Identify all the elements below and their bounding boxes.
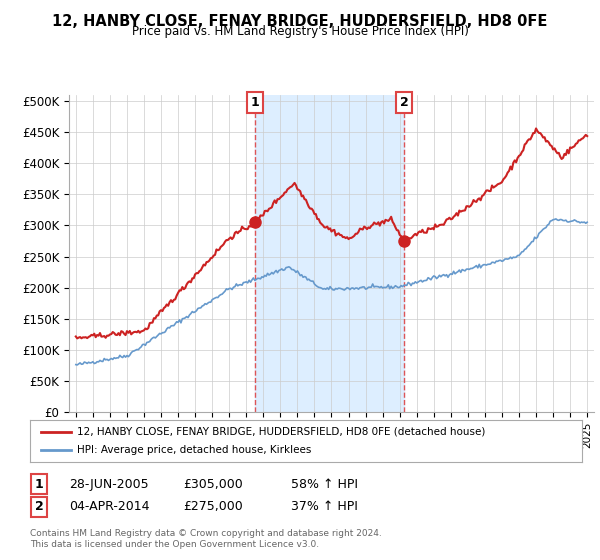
Text: 12, HANBY CLOSE, FENAY BRIDGE, HUDDERSFIELD, HD8 0FE (detached house): 12, HANBY CLOSE, FENAY BRIDGE, HUDDERSFI… bbox=[77, 427, 485, 437]
Text: Contains HM Land Registry data © Crown copyright and database right 2024.
This d: Contains HM Land Registry data © Crown c… bbox=[30, 529, 382, 549]
Text: £305,000: £305,000 bbox=[183, 478, 243, 491]
Text: 37% ↑ HPI: 37% ↑ HPI bbox=[291, 500, 358, 514]
Text: 12, HANBY CLOSE, FENAY BRIDGE, HUDDERSFIELD, HD8 0FE: 12, HANBY CLOSE, FENAY BRIDGE, HUDDERSFI… bbox=[52, 14, 548, 29]
Text: 2: 2 bbox=[35, 500, 43, 514]
Text: £275,000: £275,000 bbox=[183, 500, 243, 514]
Text: 1: 1 bbox=[250, 96, 259, 109]
Text: 28-JUN-2005: 28-JUN-2005 bbox=[69, 478, 149, 491]
Bar bbox=[255, 95, 404, 412]
Text: HPI: Average price, detached house, Kirklees: HPI: Average price, detached house, Kirk… bbox=[77, 445, 311, 455]
Text: 1: 1 bbox=[35, 478, 43, 491]
Text: 04-APR-2014: 04-APR-2014 bbox=[69, 500, 149, 514]
Text: 58% ↑ HPI: 58% ↑ HPI bbox=[291, 478, 358, 491]
Text: Price paid vs. HM Land Registry's House Price Index (HPI): Price paid vs. HM Land Registry's House … bbox=[131, 25, 469, 38]
Text: 2: 2 bbox=[400, 96, 409, 109]
